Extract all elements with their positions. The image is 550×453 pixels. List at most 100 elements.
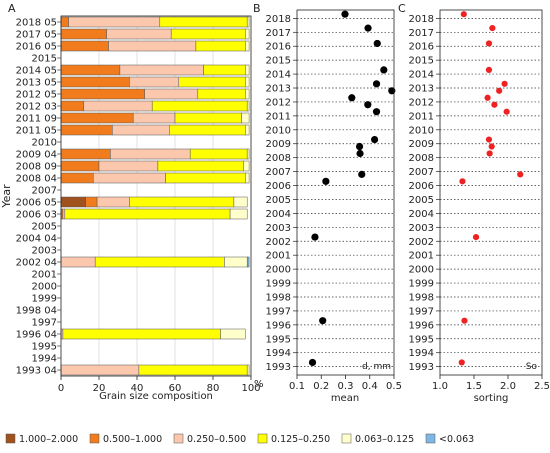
data-point xyxy=(489,25,496,32)
panel-b: B 20182017201620152014201320122011201020… xyxy=(253,2,402,404)
year-label: 2008 xyxy=(266,153,291,164)
bar-segment xyxy=(60,100,85,112)
bar-segment xyxy=(60,160,100,172)
bar-segment xyxy=(60,148,111,160)
year-label: 2011 xyxy=(266,111,291,122)
panel-a-x-label: Grain size composition xyxy=(99,391,213,402)
data-point xyxy=(461,317,468,324)
bar-segment xyxy=(138,364,248,376)
year-label: 2012 xyxy=(266,97,291,108)
bar-segment xyxy=(96,196,130,208)
year-label: 2004 xyxy=(266,209,291,220)
data-point xyxy=(503,108,510,115)
panel-a-frame xyxy=(60,15,252,377)
data-point xyxy=(372,80,381,88)
year-label: 1997 xyxy=(409,306,434,317)
legend-label: 1.000–2.000 xyxy=(19,434,78,445)
bar-segment xyxy=(245,76,250,88)
category-label: 2016 05 xyxy=(16,42,57,53)
bar-segment xyxy=(60,40,109,52)
category-label: 1996 04 xyxy=(16,330,57,341)
legend-swatch xyxy=(5,433,16,444)
panel-c-letter: C xyxy=(398,2,406,15)
year-label: 1994 xyxy=(266,348,291,359)
bar-segment xyxy=(132,112,176,124)
year-label: 2003 xyxy=(266,223,291,234)
legend-item: 1.000–2.000 xyxy=(5,433,78,445)
bar-segment xyxy=(245,172,250,184)
bar-segment xyxy=(195,40,246,52)
bar-segment xyxy=(151,100,248,112)
category-label: 2005 xyxy=(32,222,57,233)
x-tick-label: 0.5 xyxy=(386,381,402,392)
category-label: 2007 xyxy=(32,186,57,197)
bar-segment xyxy=(94,256,225,268)
data-point xyxy=(311,233,319,241)
legend-swatch xyxy=(341,433,352,444)
bar-segment xyxy=(85,196,98,208)
year-label: 2015 xyxy=(409,56,434,67)
bar-segment xyxy=(203,64,246,76)
data-point xyxy=(458,359,465,366)
panel-c-x-ticks: 1.0 1.5 2.0 2.5 xyxy=(432,375,550,392)
bar-segment xyxy=(98,160,159,172)
bar-segment xyxy=(93,172,166,184)
data-point xyxy=(380,66,388,74)
category-label: 2002 04 xyxy=(16,258,57,269)
data-point xyxy=(348,94,356,102)
category-label: 2012 03 xyxy=(16,102,57,113)
year-label: 2010 xyxy=(409,125,434,136)
bar-segment xyxy=(157,160,244,172)
category-label: 2014 05 xyxy=(16,66,57,77)
category-label: 2001 xyxy=(32,270,57,281)
legend: 1.000–2.000 0.500–1.000 0.250–0.500 0.125–0… xyxy=(5,433,474,445)
legend-item: 0.500–1.000 xyxy=(89,433,162,445)
year-label: 1996 xyxy=(266,320,291,331)
bar-segment xyxy=(178,76,246,88)
year-label: 2005 xyxy=(409,195,434,206)
x-tick-label: 1.5 xyxy=(466,381,482,392)
bar-segment xyxy=(159,16,248,28)
year-label: 1999 xyxy=(409,279,434,290)
year-label: 2000 xyxy=(409,265,434,276)
bar-segment xyxy=(60,16,69,28)
year-label: 2006 xyxy=(266,181,291,192)
legend-label: <0.063 xyxy=(439,434,474,445)
category-label: 2011 09 xyxy=(16,114,57,125)
category-label: 2018 05 xyxy=(16,18,57,29)
data-point xyxy=(488,143,495,150)
category-label: 2003 xyxy=(32,246,57,257)
legend-label: 0.063–0.125 xyxy=(355,434,414,445)
x-tick-label: 80 xyxy=(207,383,220,394)
category-label: 2006 03 xyxy=(16,210,57,221)
bar-segment xyxy=(129,196,235,208)
data-point xyxy=(486,150,493,157)
year-label: 2018 xyxy=(409,14,434,25)
bar-segment xyxy=(60,64,121,76)
panel-b-points xyxy=(308,10,396,367)
data-point xyxy=(484,94,491,101)
category-label: 2013 05 xyxy=(16,78,57,89)
panel-c-x-label: sorting xyxy=(474,393,509,404)
year-label: 2014 xyxy=(409,70,434,81)
year-label: 2005 xyxy=(266,195,291,206)
panel-c-frame xyxy=(439,9,543,376)
year-label: 2001 xyxy=(409,251,434,262)
data-point xyxy=(364,24,372,32)
bar-segment xyxy=(241,112,250,124)
bar-segment xyxy=(246,256,250,268)
bar-segment xyxy=(245,88,250,100)
bar-segment xyxy=(68,16,161,28)
data-point xyxy=(358,170,366,178)
bar-segment xyxy=(189,148,248,160)
panel-b-x-label: mean xyxy=(331,393,359,404)
legend-item: <0.063 xyxy=(425,433,474,445)
category-label: 2017 05 xyxy=(16,30,57,41)
category-label: 2004 04 xyxy=(16,234,57,245)
bar-segment xyxy=(169,124,246,136)
legend-swatch xyxy=(257,433,268,444)
legend-swatch xyxy=(425,433,436,444)
